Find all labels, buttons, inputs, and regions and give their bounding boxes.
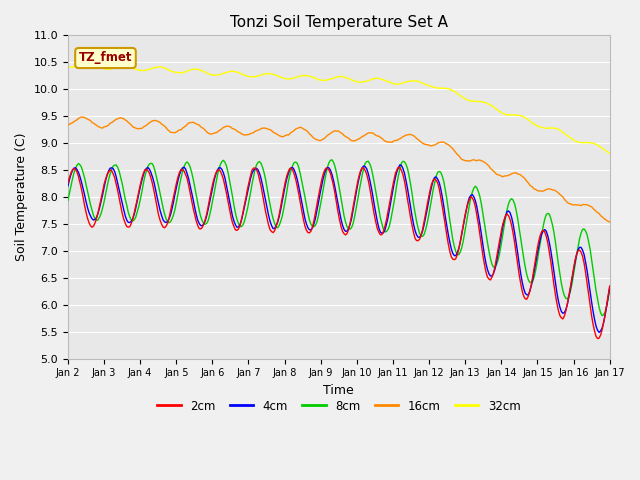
Line: 4cm: 4cm (68, 165, 610, 332)
Y-axis label: Soil Temperature (C): Soil Temperature (C) (15, 132, 28, 261)
32cm (84, 60, 92, 66)
2cm (594, 336, 602, 341)
32cm (577, 140, 585, 145)
8cm (606, 287, 614, 293)
32cm (303, 73, 310, 79)
8cm (328, 157, 336, 163)
4cm (131, 211, 138, 217)
Text: TZ_fmet: TZ_fmet (79, 51, 132, 64)
Line: 2cm: 2cm (68, 167, 610, 338)
32cm (254, 73, 262, 79)
4cm (253, 166, 260, 171)
32cm (64, 64, 72, 70)
16cm (64, 122, 72, 128)
4cm (301, 216, 308, 221)
8cm (225, 177, 233, 182)
16cm (227, 124, 235, 130)
Line: 16cm: 16cm (68, 117, 610, 222)
2cm (301, 223, 308, 228)
16cm (303, 128, 310, 133)
8cm (131, 217, 138, 223)
4cm (64, 183, 72, 189)
2cm (225, 206, 233, 212)
4cm (396, 162, 404, 168)
2cm (253, 167, 260, 173)
16cm (254, 127, 262, 133)
16cm (77, 114, 85, 120)
Line: 32cm: 32cm (68, 63, 610, 153)
2cm (606, 283, 614, 289)
4cm (225, 197, 233, 203)
Legend: 2cm, 4cm, 8cm, 16cm, 32cm: 2cm, 4cm, 8cm, 16cm, 32cm (152, 395, 525, 417)
X-axis label: Time: Time (323, 384, 354, 397)
2cm (64, 180, 72, 186)
8cm (301, 193, 308, 199)
2cm (395, 164, 403, 170)
2cm (131, 210, 138, 216)
2cm (577, 249, 585, 255)
16cm (132, 125, 140, 131)
8cm (244, 206, 252, 212)
32cm (227, 68, 235, 74)
4cm (244, 190, 252, 196)
8cm (577, 230, 585, 236)
Title: Tonzi Soil Temperature Set A: Tonzi Soil Temperature Set A (230, 15, 448, 30)
32cm (132, 67, 140, 72)
32cm (245, 73, 253, 79)
8cm (253, 162, 260, 168)
4cm (606, 285, 614, 290)
16cm (577, 203, 585, 209)
Line: 8cm: 8cm (68, 160, 610, 316)
16cm (606, 219, 614, 225)
16cm (245, 132, 253, 137)
8cm (64, 198, 72, 204)
4cm (595, 329, 603, 335)
2cm (244, 186, 252, 192)
8cm (598, 313, 606, 319)
4cm (577, 244, 585, 250)
32cm (606, 150, 614, 156)
